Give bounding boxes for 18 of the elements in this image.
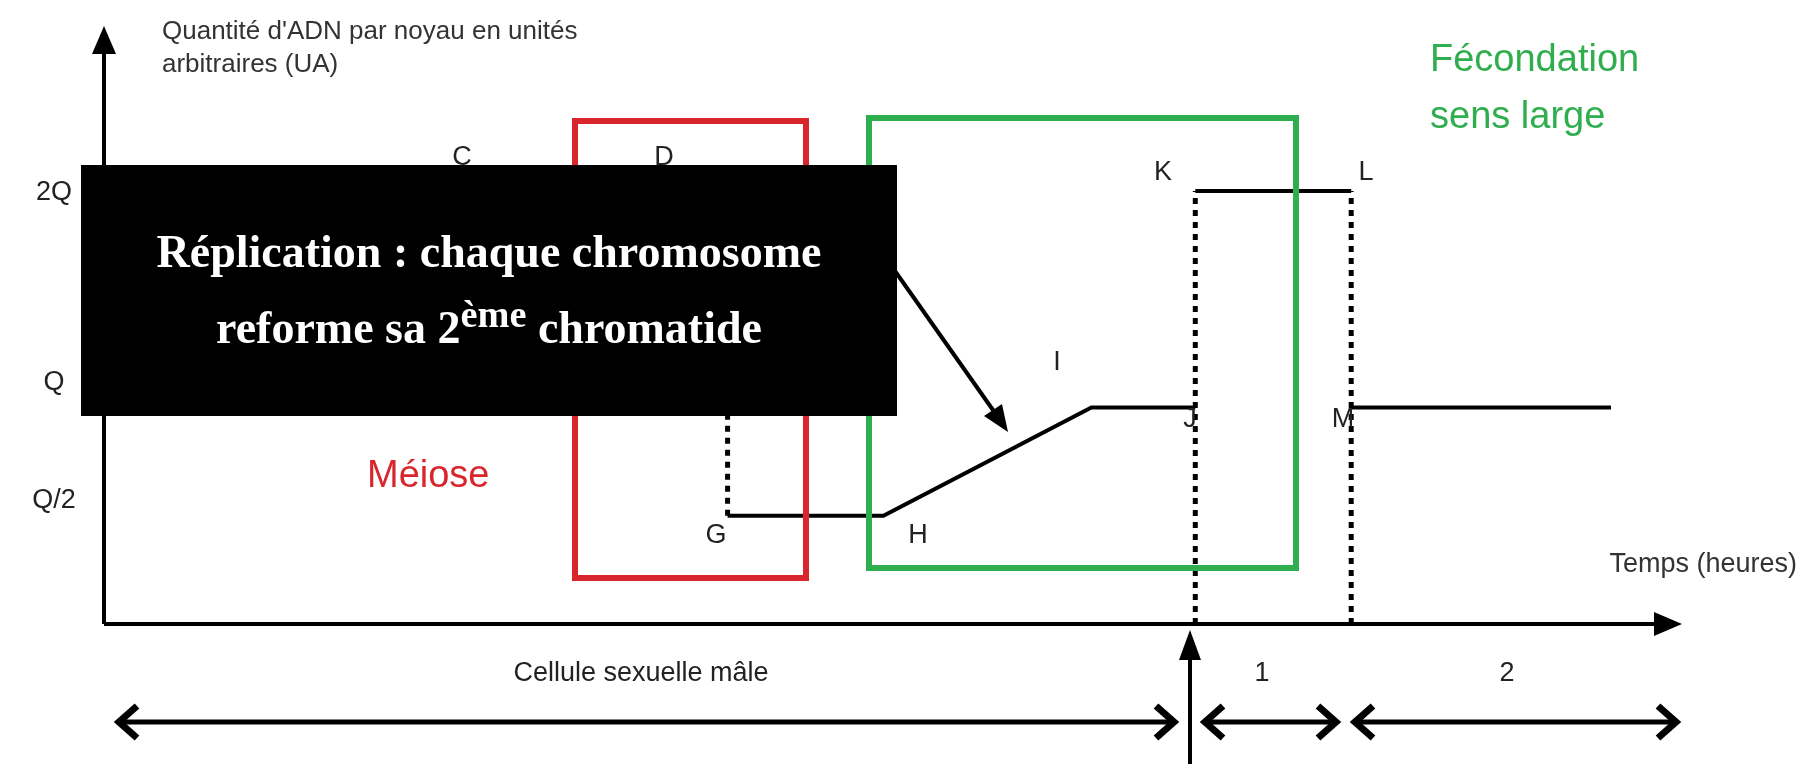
annotation: I: [1053, 345, 1061, 377]
annotation: Réplication : chaque chromosome reforme sa 2$^{ème}$ chromatide: [155, 225, 823, 356]
text: 2: [1499, 656, 1515, 688]
text: 2Q: [35, 175, 73, 207]
text: 1: [1254, 656, 1270, 688]
y-axis-title: Quantité d'ADN par noyau en unités arbitraires (UA): [162, 14, 579, 80]
text: Q: [43, 365, 65, 397]
text: Fécondation sens large: [1430, 36, 1641, 138]
annotation: M: [1331, 402, 1355, 434]
text: L: [1358, 155, 1374, 187]
x-axis-title: Temps (heures): [1609, 548, 1797, 579]
annotation: Méiose: [367, 453, 490, 496]
text: Q/2: [32, 483, 76, 515]
annotation: H: [908, 518, 928, 550]
annotation: J: [1183, 402, 1197, 434]
text: Cellule sexuelle mâle: [513, 656, 769, 688]
annotation: G: [705, 518, 727, 550]
text: K: [1153, 155, 1173, 187]
